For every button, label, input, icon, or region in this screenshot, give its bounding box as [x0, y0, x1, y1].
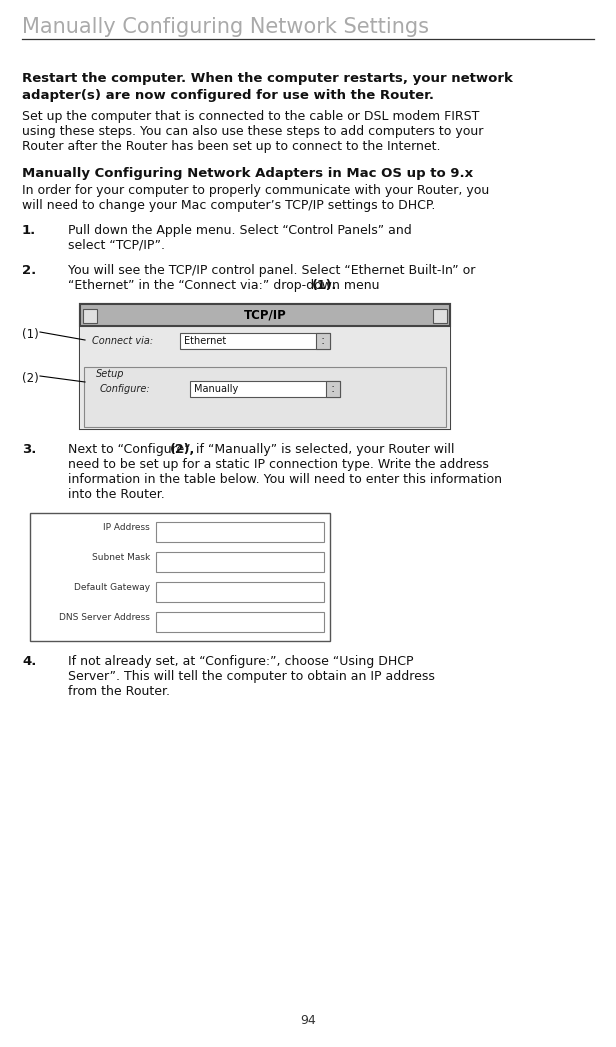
Text: Setup: Setup [96, 369, 124, 379]
Text: Manually: Manually [194, 384, 238, 394]
Text: 4.: 4. [22, 655, 36, 668]
Bar [316, 333, 330, 349]
Text: Router after the Router has been set up to connect to the Internet.: Router after the Router has been set up … [22, 140, 440, 153]
Bar [80, 304, 450, 326]
Bar [156, 612, 324, 632]
Text: 3.: 3. [22, 443, 36, 456]
Text: (1).: (1). [312, 279, 337, 292]
Text: using these steps. You can also use these steps to add computers to your: using these steps. You can also use thes… [22, 125, 484, 138]
Text: Restart the computer. When the computer restarts, your network: Restart the computer. When the computer … [22, 72, 513, 85]
Text: information in the table below. You will need to enter this information: information in the table below. You will… [68, 473, 502, 486]
Text: if “Manually” is selected, your Router will: if “Manually” is selected, your Router w… [192, 443, 454, 456]
Bar [156, 522, 324, 542]
Text: 1.: 1. [22, 224, 36, 237]
Text: select “TCP/IP”.: select “TCP/IP”. [68, 239, 165, 252]
Text: IP Address: IP Address [103, 524, 150, 533]
Text: 2.: 2. [22, 264, 36, 277]
Bar [326, 381, 340, 397]
Bar [180, 333, 330, 349]
Text: adapter(s) are now configured for use with the Router.: adapter(s) are now configured for use wi… [22, 89, 434, 102]
Bar [156, 582, 324, 602]
Bar [190, 381, 340, 397]
Text: “Ethernet” in the “Connect via:” drop-down menu: “Ethernet” in the “Connect via:” drop-do… [68, 279, 384, 292]
Text: (1): (1) [22, 328, 39, 341]
Text: will need to change your Mac computer’s TCP/IP settings to DHCP.: will need to change your Mac computer’s … [22, 199, 436, 211]
Text: from the Router.: from the Router. [68, 685, 170, 698]
Text: If not already set, at “Configure:”, choose “Using DHCP: If not already set, at “Configure:”, cho… [68, 655, 413, 668]
Bar [80, 326, 450, 429]
Text: Manually Configuring Network Settings: Manually Configuring Network Settings [22, 17, 429, 37]
Text: (2),: (2), [169, 443, 195, 456]
Text: Ethernet: Ethernet [184, 336, 226, 346]
Bar [80, 304, 450, 326]
Text: TCP/IP: TCP/IP [243, 309, 286, 321]
Text: 94: 94 [300, 1013, 316, 1027]
Text: (2): (2) [22, 372, 39, 385]
Bar [433, 309, 447, 324]
Bar [83, 309, 97, 324]
Text: In order for your computer to properly communicate with your Router, you: In order for your computer to properly c… [22, 184, 489, 197]
Bar [156, 552, 324, 572]
Text: Subnet Mask: Subnet Mask [92, 554, 150, 562]
Text: DNS Server Address: DNS Server Address [59, 614, 150, 623]
Bar [30, 513, 330, 641]
Text: :: : [331, 382, 335, 396]
Text: Default Gateway: Default Gateway [74, 583, 150, 593]
Bar [84, 367, 446, 427]
Text: Configure:: Configure: [100, 384, 151, 394]
Text: Server”. This will tell the computer to obtain an IP address: Server”. This will tell the computer to … [68, 670, 435, 683]
Text: Manually Configuring Network Adapters in Mac OS up to 9.x: Manually Configuring Network Adapters in… [22, 168, 473, 180]
Text: Next to “Configure”: Next to “Configure” [68, 443, 195, 456]
Text: need to be set up for a static IP connection type. Write the address: need to be set up for a static IP connec… [68, 458, 489, 471]
Text: Set up the computer that is connected to the cable or DSL modem FIRST: Set up the computer that is connected to… [22, 110, 479, 122]
Text: Connect via:: Connect via: [92, 336, 153, 346]
Text: :: : [321, 334, 325, 348]
Text: into the Router.: into the Router. [68, 488, 164, 502]
Bar [80, 304, 450, 429]
Text: You will see the TCP/IP control panel. Select “Ethernet Built-In” or: You will see the TCP/IP control panel. S… [68, 264, 476, 277]
Text: Pull down the Apple menu. Select “Control Panels” and: Pull down the Apple menu. Select “Contro… [68, 224, 411, 237]
